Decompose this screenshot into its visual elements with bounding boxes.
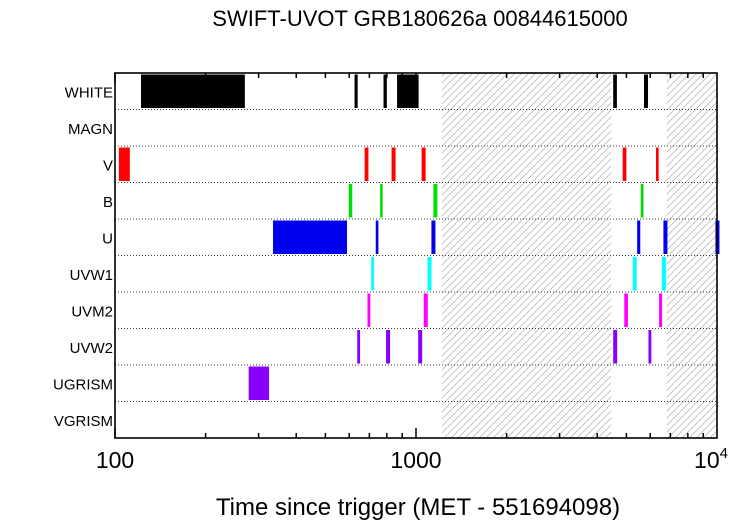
exposure-bar-uvw1 [371,257,374,291]
exposure-bar-u [637,220,641,254]
exposure-bar-uvm2 [659,293,663,327]
exposure-bar-b [640,184,644,218]
exposure-bar-b [348,184,353,218]
exposure-bar-white [354,74,358,108]
exposure-bar-uvw2 [648,330,652,364]
x-tick-label: 100 [96,447,134,473]
chart-title: SWIFT-UVOT GRB180626a 00844615000 [212,6,627,31]
exposure-bar-v [364,147,369,181]
exposure-bar-uvw1 [632,257,637,291]
row-label-white: WHITE [65,84,113,101]
exposure-bar-white [613,74,617,108]
exposure-bar-white [397,74,419,108]
exposure-bar-uvm2 [367,293,371,327]
row-label-u: U [102,230,113,247]
row-label-b: B [103,194,113,211]
exposure-bar-v [655,147,659,181]
exposure-bar-ugrism [248,366,270,400]
x-axis-tick-labels: 100 1000 104 [96,445,728,473]
x-tick-exponent: 4 [720,445,728,462]
row-separators [115,109,717,402]
exposure-bar-uvw1 [427,257,432,291]
exposure-bar-b [433,184,438,218]
row-label-magn: MAGN [68,121,113,138]
row-label-vgrism: VGRISM [54,413,113,430]
row-label-uvw2: UVW2 [70,340,113,357]
exposure-bar-v [118,147,130,181]
exposure-bar-uvm2 [423,293,428,327]
exposure-bar-uvw2 [613,330,618,364]
exposure-bars [118,74,720,400]
exposure-bar-v [391,147,396,181]
row-label-uvm2: UVM2 [71,303,113,320]
row-label-ugrism: UGRISM [53,376,113,393]
exposure-bar-uvw2 [357,330,361,364]
exposure-bar-u [273,220,348,254]
exposure-bar-u [431,220,436,254]
x-tick-label: 1000 [390,447,441,473]
exposure-bar-white [140,74,245,108]
row-label-v: V [103,157,113,174]
row-label-uvw1: UVW1 [70,267,113,284]
exposure-bar-white [383,74,387,108]
exposure-bar-uvw2 [418,330,423,364]
x-axis-label: Time since trigger (MET - 551694098) [216,494,620,521]
hatched-gap-regions [441,73,717,438]
exposure-bar-v [421,147,426,181]
filter-labels: WHITE MAGN V B U UVW1 UVM2 UVW2 UGRISM VGRISM [53,84,113,430]
exposure-bar-white [643,74,649,108]
exposure-bar-u [375,220,379,254]
exposure-bar-uvw2 [386,330,391,364]
exposure-bar-b [380,184,383,218]
exposure-bar-u [663,220,668,254]
exposure-bar-v [622,147,627,181]
x-tick-label: 104 [694,445,728,473]
exposure-bar-uvm2 [624,293,628,327]
x-axis-ticks [114,73,704,438]
exposure-bar-uvw1 [661,257,666,291]
